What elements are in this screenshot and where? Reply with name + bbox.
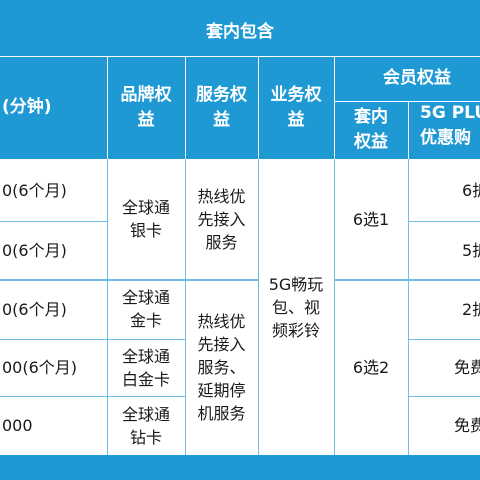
table-cell-minutes: 00(6个月)	[0, 339, 107, 396]
header-divider	[258, 56, 259, 159]
grid-line	[107, 159, 108, 455]
header-plus-line1: 5G PLU	[420, 103, 480, 123]
header-member: 会员权益	[334, 56, 480, 101]
header-business: 业务权益	[258, 56, 334, 159]
grid-line	[408, 339, 480, 340]
grid-line	[408, 221, 480, 222]
header-service: 服务权益	[185, 56, 258, 159]
bottom-border	[0, 455, 480, 480]
table-cell-minutes: 000	[0, 396, 107, 455]
table-cell-business: 5G畅玩包、视频彩铃	[258, 159, 334, 455]
grid-line	[408, 159, 409, 455]
grid-line	[258, 159, 259, 455]
table-cell-brand: 全球通钻卡	[107, 396, 185, 455]
table-cell-service: 热线优先接入服务、延期停机服务	[185, 279, 258, 455]
header-divider	[334, 56, 335, 159]
table-title: 套内包含	[0, 0, 480, 56]
table-cell-service: 热线优先接入服务	[185, 159, 258, 279]
header-plus: 5G PLU 优惠购	[408, 101, 480, 159]
header-divider	[107, 56, 108, 159]
table-cell-brand: 全球通白金卡	[107, 339, 185, 396]
header-minutes: (分钟)	[0, 56, 107, 159]
grid-line	[408, 396, 480, 397]
table-cell-plus: 5折	[408, 221, 480, 279]
table-cell-member-choice: 6选2	[334, 279, 408, 455]
table-cell-member-choice: 6选1	[334, 159, 408, 279]
grid-line	[185, 159, 186, 455]
header-member-inner: 套内权益	[334, 101, 408, 159]
header-divider	[334, 101, 480, 102]
table-cell-brand: 全球通银卡	[107, 159, 185, 279]
table-cell-minutes: 0(6个月)	[0, 279, 107, 339]
grid-line	[334, 159, 335, 455]
table-cell-plus: 免费	[408, 339, 480, 396]
grid-line	[0, 396, 185, 397]
grid-line	[0, 339, 185, 340]
grid-line	[0, 221, 107, 222]
header-divider	[408, 101, 409, 159]
grid-line	[334, 279, 480, 281]
table-cell-minutes: 0(6个月)	[0, 221, 107, 279]
table-cell-plus: 免费	[408, 396, 480, 455]
header-brand: 品牌权益	[107, 56, 185, 159]
grid-line	[0, 279, 258, 281]
table-cell-plus: 6折	[408, 159, 480, 221]
header-divider	[0, 56, 480, 57]
table-cell-brand: 全球通金卡	[107, 279, 185, 339]
header-divider	[185, 56, 186, 159]
table-cell-minutes: 0(6个月)	[0, 159, 107, 221]
table-cell-plus: 2折	[408, 279, 480, 339]
header-plus-line2: 优惠购	[420, 128, 471, 148]
